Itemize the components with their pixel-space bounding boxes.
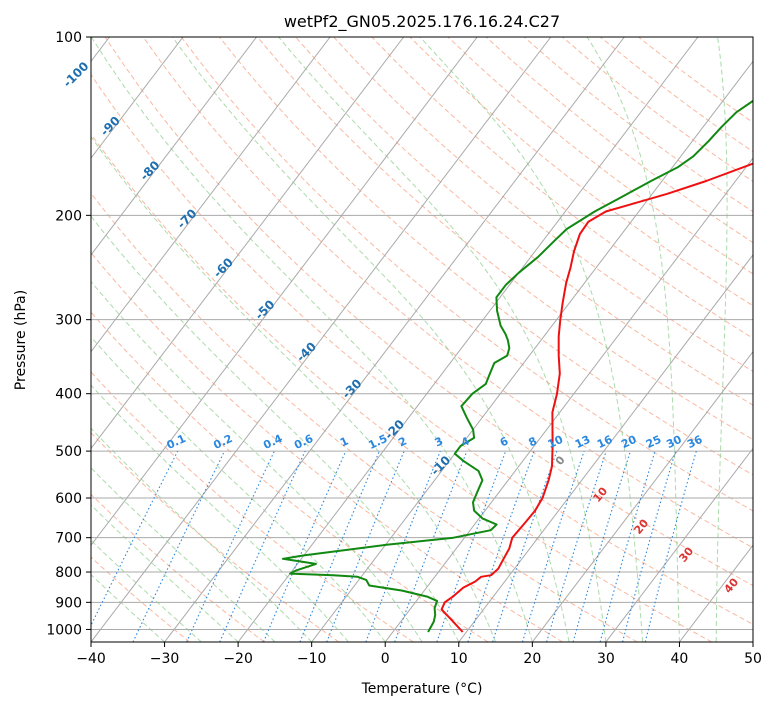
plot-frame: [91, 37, 753, 642]
isotherm-gridline: [385, 37, 775, 642]
y-tick-label: 1000: [46, 622, 82, 638]
dry-adiabat: [486, 37, 775, 642]
x-axis-label: Temperature (°C): [361, 681, 483, 697]
dry-adiabat: [334, 37, 775, 642]
moist-adiabat-label: 30: [676, 544, 696, 564]
dry-adiabat: [562, 37, 775, 642]
y-tick-label: 600: [55, 491, 82, 507]
x-tick-label: 30: [597, 651, 615, 667]
isotherm-gridline: [0, 37, 330, 642]
dry-adiabat: [0, 37, 413, 642]
x-tick-label: 0: [381, 651, 390, 667]
dewpoint-profile-line: [283, 37, 775, 632]
dry-adiabat: [0, 37, 488, 642]
isotherm-label: -80: [137, 158, 162, 183]
mixing-ratio-line: [187, 451, 275, 642]
x-tick-label: 50: [744, 651, 762, 667]
y-tick-label: 700: [55, 531, 82, 547]
x-tick-label: −20: [223, 651, 253, 667]
isotherm-gridline: [91, 37, 551, 642]
isotherm-gridline: [17, 37, 477, 642]
y-tick-label: 200: [55, 208, 82, 224]
mixing-ratio-line: [493, 451, 557, 642]
moist-adiabat: [0, 37, 459, 642]
dry-adiabat: [524, 37, 775, 642]
mixing-ratio-label: 30: [664, 433, 684, 451]
isotherm-label: -100: [60, 59, 91, 90]
y-tick-label: 800: [55, 565, 82, 581]
isotherm-label: -60: [211, 255, 236, 280]
moist-adiabat: [0, 37, 422, 642]
isotherm-gridline: [459, 37, 775, 642]
chart-title: wetPf2_GN05.2025.176.16.24.C27: [284, 12, 560, 32]
y-tick-label: 500: [55, 444, 82, 460]
moist-adiabat: [0, 37, 385, 642]
dry-adiabat: [0, 37, 339, 642]
mixing-ratio-line: [623, 451, 676, 642]
dry-adiabat: [29, 37, 712, 642]
moist-adiabat: [172, 37, 569, 642]
mixing-ratio-line: [133, 451, 225, 642]
y-tick-label: 900: [55, 595, 82, 611]
isotherm-gridline: [312, 37, 772, 642]
mixing-ratio-label: 0.2: [211, 432, 234, 452]
moist-adiabat-label: 0: [553, 453, 568, 467]
mixing-ratio-line: [220, 451, 305, 642]
x-tick-label: 10: [450, 651, 468, 667]
y-axis-label: Pressure (hPa): [13, 290, 29, 390]
isotherm-gridline: [165, 37, 625, 642]
isotherm-gridline: [753, 37, 775, 642]
moist-adiabat-label: 40: [721, 575, 741, 595]
x-tick-label: −30: [150, 651, 180, 667]
moist-adiabat-label: 20: [631, 516, 651, 536]
dry-adiabat: [0, 37, 563, 642]
moist-adiabat: [0, 37, 312, 642]
mixing-ratio-label: 2: [396, 434, 408, 449]
mixing-ratio-line: [395, 451, 467, 642]
isotherm-gridline: [532, 37, 775, 642]
x-tick-label: −10: [297, 651, 327, 667]
mixing-ratio-label: 0.6: [292, 432, 315, 452]
x-tick-label: −40: [76, 651, 106, 667]
moist-adiabat: [0, 37, 238, 642]
mixing-ratio-label: 16: [595, 433, 615, 451]
series-layer: [283, 37, 775, 632]
dry-adiabat: [372, 37, 775, 642]
y-tick-label: 400: [55, 387, 82, 403]
isotherm-gridline: [238, 37, 698, 642]
mixing-ratio-label: 3: [433, 434, 445, 449]
dry-adiabat: [639, 37, 775, 642]
mixing-ratio-line: [645, 451, 696, 642]
isotherm-label: -40: [294, 339, 319, 364]
mixing-ratio-label: 0.4: [261, 432, 284, 452]
moist-adiabat-label: 10: [590, 484, 610, 504]
x-tick-label: 40: [671, 651, 689, 667]
y-tick-label: 300: [55, 313, 82, 329]
isotherm-label: -90: [98, 114, 123, 139]
isotherm-label: -50: [252, 297, 277, 322]
moist-adiabat: [420, 37, 643, 642]
x-tick-label: 20: [523, 651, 541, 667]
mixing-ratio-label: 13: [573, 433, 592, 451]
isotherm-label: -70: [174, 206, 199, 231]
mixing-ratio-label: 36: [685, 433, 705, 451]
dry-adiabat: [0, 37, 264, 642]
mixing-ratio-label: 1: [338, 434, 350, 449]
mixing-ratio-line: [437, 451, 506, 642]
mixing-ratio-label: 10: [546, 433, 566, 451]
mixing-ratio-label: 4: [459, 434, 472, 449]
y-tick-label: 100: [55, 30, 82, 46]
mixing-ratio-line: [547, 451, 607, 642]
